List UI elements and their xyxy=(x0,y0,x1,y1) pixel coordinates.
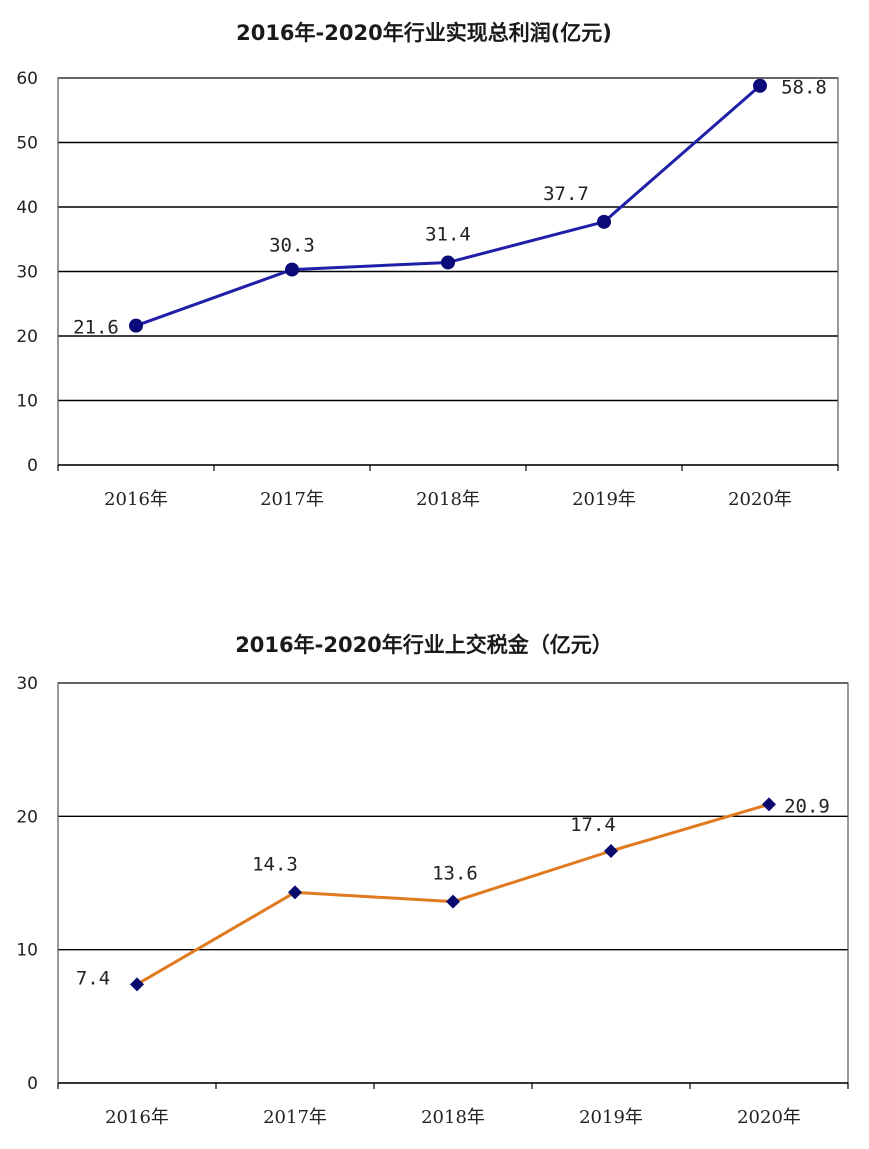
x-tick-label: 2017年 xyxy=(263,1107,327,1128)
data-label: 20.9 xyxy=(784,795,830,817)
y-tick-label: 0 xyxy=(27,1074,38,1094)
y-tick-label: 60 xyxy=(16,69,38,89)
data-label: 17.4 xyxy=(570,814,616,836)
x-tick-label: 2018年 xyxy=(421,1107,485,1128)
tax-chart: 2016年-2020年行业上交税金（亿元） 0 10 20 30 2016年 2017年 2… xyxy=(16,633,849,1128)
y-tick-label: 20 xyxy=(16,807,38,827)
data-label: 13.6 xyxy=(432,863,478,885)
profit-chart: 2016年-2020年行业实现总利润(亿元) 0 10 20 30 40 50 60 2016… xyxy=(16,21,839,510)
chart-title: 2016年-2020年行业实现总利润(亿元) xyxy=(236,21,612,45)
x-tick-label: 2018年 xyxy=(416,489,480,510)
x-tick-label: 2016年 xyxy=(104,489,168,510)
y-tick-label: 50 xyxy=(16,134,38,154)
series-line xyxy=(135,84,761,328)
y-tick-label: 40 xyxy=(16,198,38,218)
x-tick-label: 2020年 xyxy=(728,489,792,510)
data-point xyxy=(753,78,767,93)
y-tick-label: 30 xyxy=(16,263,38,283)
y-tick-label: 20 xyxy=(16,327,38,347)
data-label: 7.4 xyxy=(76,967,110,989)
data-point xyxy=(441,255,455,270)
data-point xyxy=(597,214,611,229)
data-point xyxy=(130,977,144,992)
x-tick-label: 2017年 xyxy=(260,489,324,510)
y-tick-label: 30 xyxy=(16,674,38,694)
y-tick-label: 10 xyxy=(16,392,38,412)
x-tick-label: 2020年 xyxy=(737,1107,801,1128)
series-line xyxy=(136,802,770,986)
data-point xyxy=(446,894,460,909)
data-label: 30.3 xyxy=(269,235,315,257)
data-point xyxy=(604,844,618,858)
y-tick-label: 10 xyxy=(16,941,38,961)
data-label: 21.6 xyxy=(73,317,119,339)
data-label: 37.7 xyxy=(543,183,589,205)
x-tick-label: 2016年 xyxy=(105,1107,169,1128)
x-tick-label: 2019年 xyxy=(572,489,636,510)
data-point xyxy=(129,318,143,333)
data-label: 31.4 xyxy=(425,223,471,245)
data-point xyxy=(762,797,776,812)
chart-title: 2016年-2020年行业上交税金（亿元） xyxy=(235,633,613,657)
y-tick-label: 0 xyxy=(27,456,38,476)
data-label: 58.8 xyxy=(781,77,827,99)
x-tick-label: 2019年 xyxy=(579,1107,643,1128)
data-point xyxy=(288,885,302,900)
data-label: 14.3 xyxy=(252,853,298,875)
data-point xyxy=(285,262,299,277)
